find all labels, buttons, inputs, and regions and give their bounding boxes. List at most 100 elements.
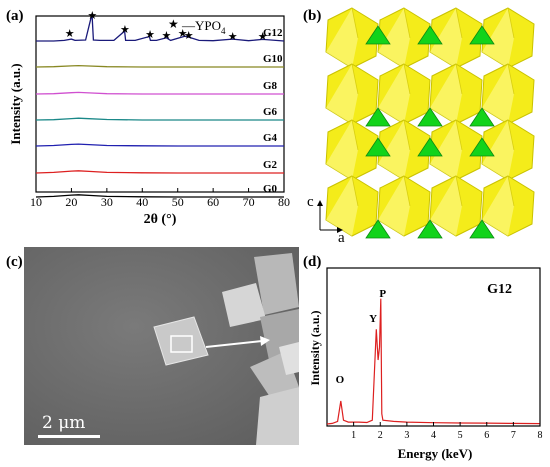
eds-tick-label: 3 <box>404 430 409 441</box>
eds-tick-label: 2 <box>378 430 383 441</box>
xrd-series-label-g12: G12 <box>263 27 283 39</box>
phosphate-tetrahedron <box>365 219 391 239</box>
polyhedron-face <box>326 176 358 236</box>
xrd-tick-label: 40 <box>136 195 148 209</box>
xrd-series-line-g4 <box>35 143 284 147</box>
polyhedron-face <box>482 64 514 124</box>
polyhedron-edge <box>507 63 515 95</box>
eds-y-axis-label: Intensity (a.u.) <box>308 310 322 385</box>
xrd-series-label-g6: G6 <box>263 106 278 118</box>
polyhedron-face <box>378 64 410 124</box>
xrd-tick-label: 50 <box>172 195 184 209</box>
xrd-series-label-g4: G4 <box>263 132 278 144</box>
xrd-tick-label: 10 <box>30 195 42 209</box>
xrd-series-label-g8: G8 <box>263 80 278 92</box>
eds-tick-label: 4 <box>431 430 436 441</box>
xrd-y-axis-label: Intensity (a.u.) <box>8 63 23 144</box>
xrd-tick-label: 60 <box>207 195 219 209</box>
eds-element-label-p: P <box>379 288 386 300</box>
xrd-peak-markers: ★★★ ★ ★ ★★ ★ ★ <box>65 9 268 43</box>
phosphate-tetrahedron <box>417 107 443 127</box>
polyhedron-edge <box>403 7 411 39</box>
phosphate-tetrahedron <box>469 137 495 157</box>
polyhedron-edge <box>351 63 359 95</box>
polyhedron-edge <box>403 119 411 151</box>
eds-element-labels: O Y P <box>336 288 387 386</box>
xrd-peak-star: ★ <box>145 28 155 41</box>
polyhedron-edge <box>507 119 515 151</box>
eds-series-group <box>326 298 541 425</box>
eds-tick-label: 5 <box>458 430 463 441</box>
polyhedra-lattice <box>325 7 535 239</box>
xrd-series-line-g2 <box>35 170 284 174</box>
panel-label-d: (d) <box>303 254 322 270</box>
xrd-tick-label: 20 <box>65 195 77 209</box>
polyhedron-edge <box>351 119 359 151</box>
panel-label-a: (a) <box>6 8 24 24</box>
xrd-series-labels: G12 G10 G8 G6 G4 G2 G0 <box>263 27 283 195</box>
xrd-plot-frame <box>35 15 285 193</box>
polyhedron-edge <box>455 63 463 95</box>
polyhedron-edge <box>455 119 463 151</box>
phosphate-tetrahedron <box>365 107 391 127</box>
xrd-series-group <box>35 13 285 198</box>
xrd-peak-star: ★ <box>258 30 268 43</box>
phosphate-tetrahedron <box>365 25 391 45</box>
phosphate-tetrahedron <box>417 219 443 239</box>
sem-crystals <box>24 247 299 445</box>
eds-element-label-o: O <box>336 374 345 386</box>
polyhedron-edge <box>351 175 359 207</box>
polyhedron-face <box>430 8 462 68</box>
eds-x-axis-label: Energy (keV) <box>398 446 473 461</box>
xrd-tick-label: 70 <box>243 195 255 209</box>
polyhedron-edge <box>351 7 359 39</box>
eds-element-label-y: Y <box>369 313 377 325</box>
xrd-peak-star: ★ <box>184 29 194 42</box>
sem-scale-label: 2 μm <box>42 413 86 433</box>
phosphate-tetrahedron <box>365 137 391 157</box>
phosphate-tetrahedron <box>417 137 443 157</box>
xrd-series-line-g8 <box>35 91 284 95</box>
polyhedron-face <box>326 64 358 124</box>
polyhedron-edge <box>507 7 515 39</box>
polyhedron-face <box>378 120 410 180</box>
polyhedron-face <box>482 120 514 180</box>
xrd-peak-star: ★ <box>228 30 238 43</box>
xrd-x-axis-label: 2θ (°) <box>144 212 177 227</box>
xrd-legend-star: ★ <box>168 17 179 31</box>
xrd-series-label-g0: G0 <box>263 183 278 195</box>
phosphate-tetrahedron <box>417 25 443 45</box>
axis-indicator: c a <box>307 194 345 246</box>
phosphate-tetrahedron <box>469 219 495 239</box>
xrd-peak-star: ★ <box>65 27 75 40</box>
xrd-tick-label: 30 <box>101 195 113 209</box>
axis-a-label: a <box>338 230 345 246</box>
xrd-series-label-g10: G10 <box>263 53 283 65</box>
eds-spectrum-line <box>326 298 541 425</box>
panel-label-c: (c) <box>6 254 23 270</box>
xrd-series-line-g6 <box>35 117 284 121</box>
polyhedron-face <box>430 120 462 180</box>
polyhedron-edge <box>455 7 463 39</box>
xrd-series-label-g2: G2 <box>263 159 278 171</box>
xrd-peak-star: ★ <box>161 29 171 42</box>
polyhedron-face <box>482 8 514 68</box>
polyhedron-face <box>326 8 358 68</box>
polyhedron-edge <box>403 63 411 95</box>
polyhedron-face <box>482 176 514 236</box>
xrd-series-line-g12 <box>36 13 285 42</box>
xrd-peak-star: ★ <box>178 27 188 40</box>
xrd-x-ticks: 10 20 30 40 50 60 70 80 <box>30 188 290 209</box>
sem-image: 2 μm <box>24 247 299 445</box>
xrd-series-line-g10 <box>35 64 284 68</box>
phosphate-tetrahedron <box>469 107 495 127</box>
phosphate-tetrahedron <box>469 25 495 45</box>
polyhedron-face <box>378 8 410 68</box>
eds-tick-label: 1 <box>351 430 356 441</box>
axis-c-label: c <box>307 194 314 210</box>
xrd-peak-star: ★ <box>87 9 97 22</box>
xrd-legend-label: —YPO4 <box>181 18 226 36</box>
